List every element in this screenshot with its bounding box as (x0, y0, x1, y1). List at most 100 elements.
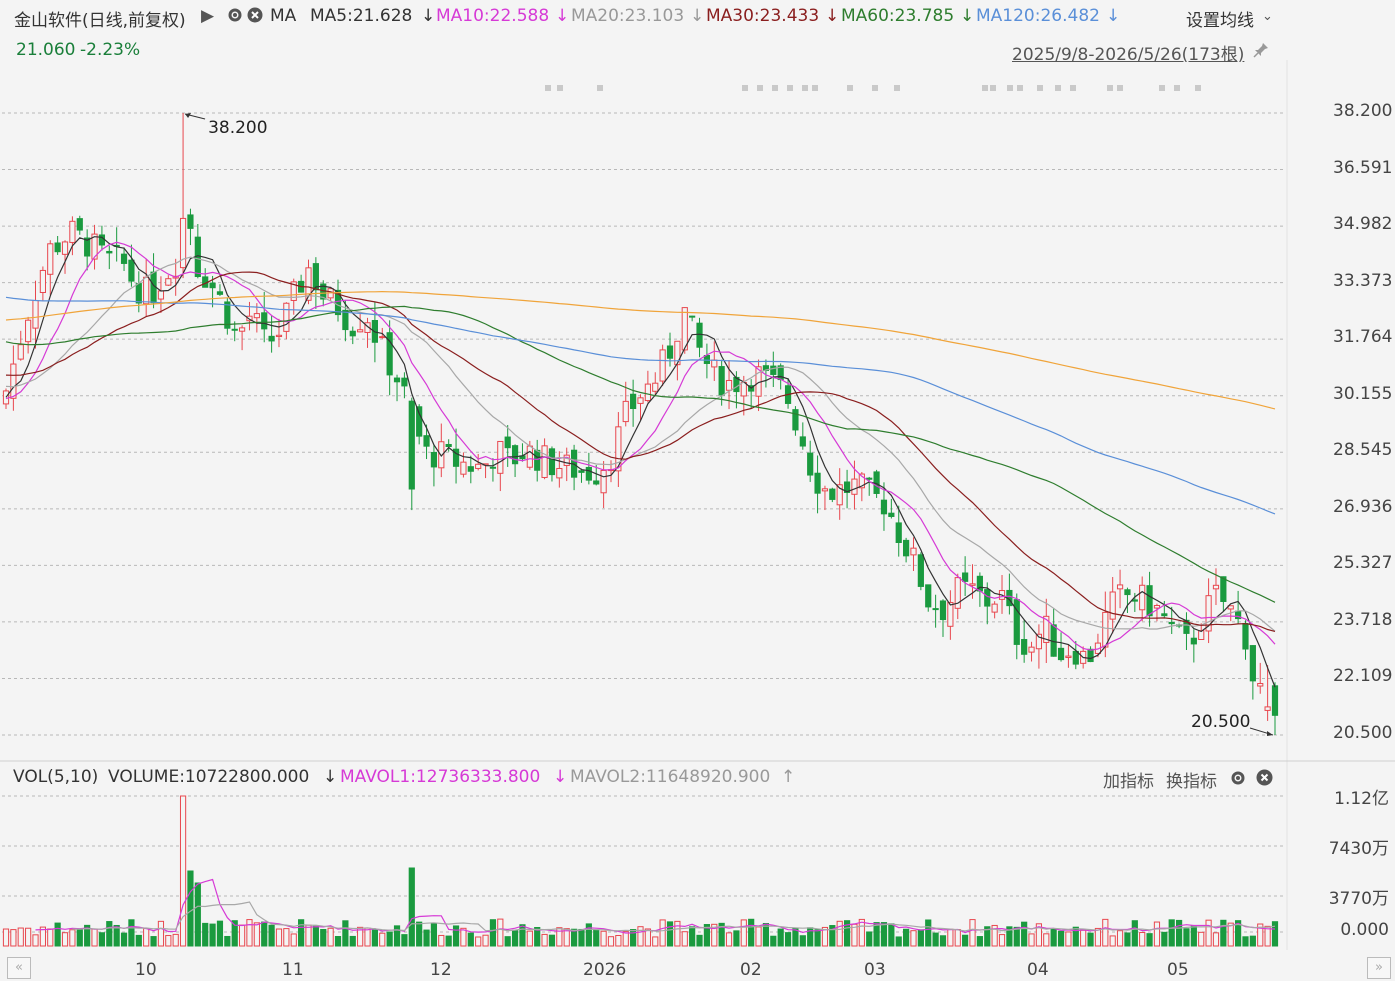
volume-bar[interactable] (298, 919, 305, 947)
candle[interactable] (357, 311, 364, 333)
volume-bar[interactable] (98, 932, 106, 947)
candle[interactable] (1190, 629, 1197, 663)
volume-bar[interactable] (482, 934, 489, 947)
volume-bar[interactable] (379, 932, 386, 947)
volume-bar[interactable] (1057, 930, 1065, 947)
candle[interactable] (1271, 682, 1279, 735)
pin-icon[interactable] (1252, 41, 1270, 64)
candle[interactable] (534, 439, 541, 482)
volume-bar[interactable] (172, 933, 179, 947)
candle[interactable] (563, 447, 570, 482)
event-marker[interactable] (1174, 85, 1180, 91)
candle[interactable] (939, 599, 947, 637)
volume-bar[interactable] (202, 922, 209, 947)
event-marker[interactable] (557, 85, 563, 91)
volume-bar[interactable] (925, 919, 932, 947)
volume-bar[interactable] (1168, 919, 1175, 947)
volume-bar[interactable] (895, 936, 902, 947)
volume-bar[interactable] (593, 929, 600, 947)
date-range[interactable]: 2025/9/8-2026/5/26(173根) (1012, 45, 1245, 65)
volume-bar[interactable] (460, 927, 467, 947)
candle[interactable] (814, 455, 821, 514)
volume-bar[interactable] (888, 923, 895, 947)
volume-bar[interactable] (1021, 921, 1028, 947)
volume-bar[interactable] (438, 934, 445, 947)
candle[interactable] (1065, 644, 1072, 668)
volume-bar[interactable] (452, 925, 460, 947)
candle[interactable] (718, 359, 725, 406)
volume-bar[interactable] (69, 929, 76, 947)
candle[interactable] (165, 275, 172, 286)
volume-bar[interactable] (430, 922, 438, 947)
candle[interactable] (851, 460, 858, 510)
close-icon[interactable] (1256, 769, 1273, 791)
stock-name[interactable]: 金山软件(日线,前复权) (14, 11, 186, 31)
candle[interactable] (593, 464, 600, 486)
volume-bar[interactable] (327, 927, 334, 947)
candle[interactable] (511, 444, 519, 478)
candle[interactable] (829, 487, 836, 503)
volume-bar[interactable] (703, 924, 711, 947)
volume-bar[interactable] (1102, 918, 1109, 947)
volume-bar[interactable] (689, 926, 696, 947)
volume-bar[interactable] (113, 924, 120, 947)
close-icon[interactable] (247, 6, 263, 26)
candle[interactable] (187, 208, 194, 246)
candle[interactable] (770, 351, 777, 388)
volume-bar[interactable] (1109, 935, 1116, 947)
volume-bar[interactable] (799, 935, 806, 947)
volume-bar[interactable] (334, 936, 342, 947)
candle[interactable] (799, 422, 806, 450)
volume-bar[interactable] (548, 934, 556, 947)
volume-bar[interactable] (179, 795, 187, 947)
volume-bar[interactable] (681, 931, 688, 947)
volume-bar[interactable] (1131, 920, 1138, 947)
volume-bar[interactable] (843, 920, 851, 947)
volume-bar[interactable] (1013, 926, 1020, 947)
candle[interactable] (570, 444, 578, 491)
candle[interactable] (962, 556, 969, 596)
event-marker[interactable] (894, 85, 900, 91)
event-marker[interactable] (1107, 85, 1113, 91)
volume-bar[interactable] (556, 927, 563, 947)
volume-bar[interactable] (39, 926, 46, 947)
volume-bar[interactable] (511, 929, 519, 947)
volume-bar[interactable] (718, 922, 725, 947)
candle[interactable] (61, 240, 69, 274)
volume-bar[interactable] (1161, 931, 1168, 947)
volume-bar[interactable] (829, 925, 836, 947)
volume-bar[interactable] (1072, 926, 1079, 947)
volume-bar[interactable] (475, 936, 482, 947)
candle[interactable] (836, 468, 843, 520)
volume-bar[interactable] (231, 920, 238, 947)
volume-bar[interactable] (762, 922, 770, 947)
volume-bar[interactable] (364, 927, 371, 947)
candle[interactable] (113, 227, 120, 262)
volume-bar[interactable] (939, 935, 947, 947)
volume-bar[interactable] (821, 926, 829, 947)
candle[interactable] (416, 404, 423, 445)
volume-bar[interactable] (1183, 928, 1190, 947)
candle[interactable] (349, 326, 356, 345)
candle[interactable] (1035, 624, 1043, 669)
volume-bar[interactable] (637, 926, 644, 947)
candle[interactable] (312, 257, 319, 309)
candle[interactable] (1116, 569, 1124, 609)
candle[interactable] (925, 584, 932, 612)
candle[interactable] (128, 244, 135, 287)
candle[interactable] (630, 379, 637, 427)
candle[interactable] (401, 372, 408, 399)
volume-bar[interactable] (268, 924, 275, 947)
volume-bar[interactable] (342, 920, 349, 947)
candle[interactable] (880, 482, 888, 531)
candle[interactable] (194, 223, 201, 279)
volume-bar[interactable] (984, 926, 991, 947)
volume-bar[interactable] (187, 870, 194, 947)
volume-bar[interactable] (290, 933, 297, 947)
volume-bar[interactable] (54, 922, 61, 947)
volume-bar[interactable] (740, 919, 747, 947)
candle[interactable] (991, 601, 998, 619)
candle[interactable] (1109, 577, 1116, 634)
volume-bar[interactable] (770, 935, 777, 947)
